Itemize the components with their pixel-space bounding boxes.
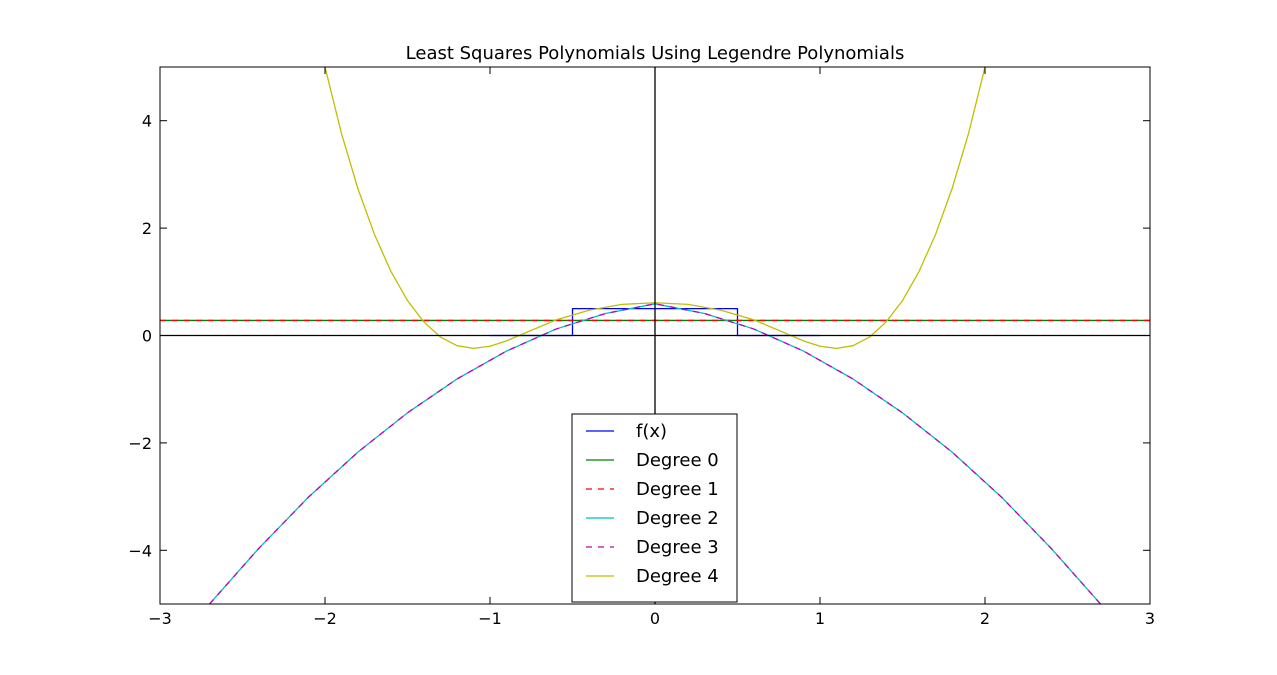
y-tick-label: −2 [128,434,152,453]
y-tick-label: 2 [142,219,152,238]
x-tick-label: 3 [1145,609,1155,628]
legend-label-5: Degree 4 [636,566,719,587]
legend-label-0: f(x) [636,421,667,442]
legend: f(x) Degree 0 Degree 1 Degree 2 Degree 3 Degr… [571,413,738,603]
x-tick-label: −1 [478,609,502,628]
y-tick-label: 4 [142,112,152,131]
legend-label-3: Degree 2 [636,508,719,529]
legend-label-4: Degree 3 [636,537,719,558]
y-tick-label: −4 [128,541,152,560]
x-tick-label: −3 [148,609,172,628]
x-tick-label: 1 [815,609,825,628]
plot-frame [159,66,1151,605]
legend-box [571,413,738,603]
tick-marks [159,67,1151,604]
legend-label-1: Degree 0 [636,450,719,471]
x-tick-label: −2 [313,609,337,628]
x-tick-label: 0 [650,609,660,628]
x-tick-label: 2 [980,609,990,628]
chart-title: Least Squares Polynomials Using Legendre… [406,43,905,64]
y-tick-label: 0 [142,327,152,346]
legend-label-2: Degree 1 [636,479,719,500]
